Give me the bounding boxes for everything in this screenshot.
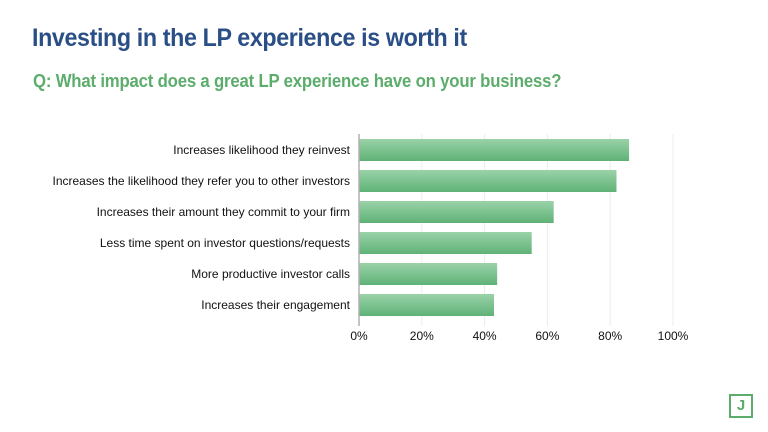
category-label: Increases their engagement [201, 298, 350, 312]
category-label: Increases likelihood they reinvest [173, 143, 350, 157]
category-label: Increases their amount they commit to yo… [97, 205, 350, 219]
bar: Less time spent on investor questions/re… [359, 232, 532, 254]
slide-title: Investing in the LP experience is worth … [32, 24, 467, 52]
category-labels: Increases likelihood they reinvest Increa… [53, 143, 351, 312]
x-tick-label: 100% [658, 329, 689, 343]
bar: Increases their engagement: 43% [359, 294, 495, 316]
x-tick-label: 80% [598, 329, 622, 343]
chart-question-subtitle: Q: What impact does a great LP experienc… [33, 71, 562, 91]
bar: Increases likelihood they reinvest: 86% [359, 139, 630, 161]
x-tick-label: 60% [535, 329, 559, 343]
bar: Increases the likelihood they refer you … [359, 170, 617, 192]
bar: Increases their amount they commit to yo… [359, 201, 554, 223]
category-label: More productive investor calls [191, 267, 350, 281]
x-tick-label: 20% [410, 329, 434, 343]
category-label: Increases the likelihood they refer you … [53, 174, 351, 188]
category-label: Less time spent on investor questions/re… [100, 236, 350, 250]
x-tick-label: 40% [473, 329, 497, 343]
j-logo-icon: J [729, 394, 753, 418]
x-axis-ticks: 0% 20% 40% 60% 80% 100% [350, 329, 688, 343]
bars: Increases likelihood they reinvest: 86% I… [359, 139, 630, 316]
bar: More productive investor calls: 44% [359, 263, 498, 285]
x-tick-label: 0% [350, 329, 368, 343]
